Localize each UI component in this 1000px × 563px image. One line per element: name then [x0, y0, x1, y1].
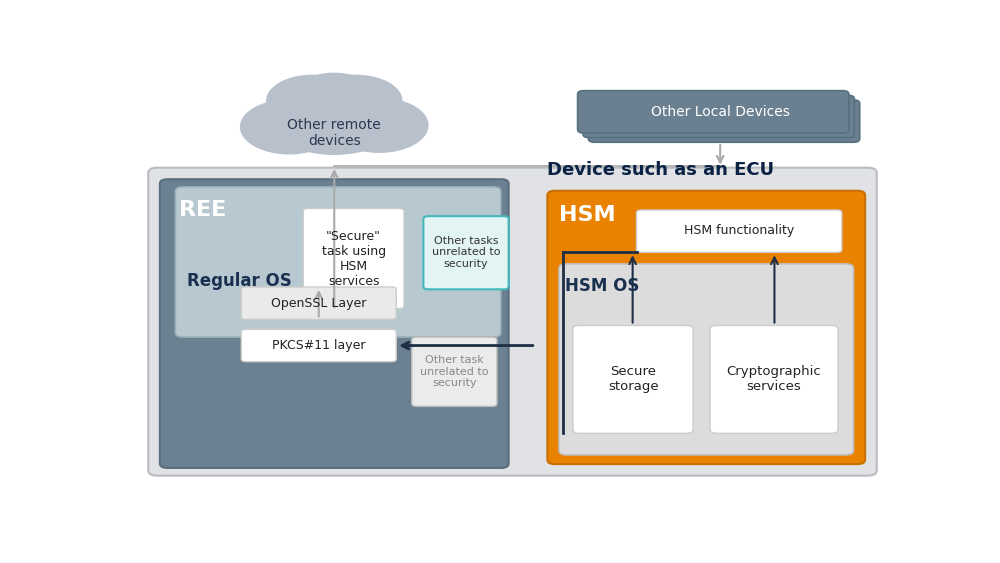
FancyBboxPatch shape: [303, 208, 404, 309]
Text: Other tasks
unrelated to
security: Other tasks unrelated to security: [432, 236, 500, 269]
Text: Cryptographic
services: Cryptographic services: [726, 365, 821, 394]
FancyBboxPatch shape: [559, 264, 854, 455]
FancyBboxPatch shape: [241, 329, 396, 361]
Text: HSM OS: HSM OS: [565, 277, 640, 295]
Text: Other remote
devices: Other remote devices: [287, 118, 381, 148]
Text: Secure
storage: Secure storage: [608, 365, 659, 394]
FancyBboxPatch shape: [710, 325, 838, 434]
FancyBboxPatch shape: [573, 325, 693, 434]
Circle shape: [267, 80, 401, 155]
FancyBboxPatch shape: [588, 100, 860, 142]
Text: HSM functionality: HSM functionality: [684, 224, 794, 237]
FancyBboxPatch shape: [148, 168, 877, 476]
FancyBboxPatch shape: [160, 179, 509, 468]
Circle shape: [266, 75, 359, 127]
FancyBboxPatch shape: [241, 287, 396, 319]
Text: Device such as an ECU: Device such as an ECU: [547, 161, 774, 179]
Text: Regular OS: Regular OS: [187, 271, 292, 289]
Circle shape: [240, 99, 339, 154]
FancyBboxPatch shape: [412, 337, 497, 406]
Text: PKCS#11 layer: PKCS#11 layer: [272, 339, 366, 352]
FancyBboxPatch shape: [547, 191, 865, 464]
FancyBboxPatch shape: [423, 216, 509, 289]
FancyBboxPatch shape: [578, 91, 849, 133]
Text: REE: REE: [179, 200, 226, 220]
FancyBboxPatch shape: [583, 95, 854, 137]
FancyBboxPatch shape: [175, 187, 501, 337]
Text: Other Local Devices: Other Local Devices: [651, 105, 790, 119]
FancyBboxPatch shape: [637, 210, 842, 252]
Text: "Secure"
task using
HSM
services: "Secure" task using HSM services: [322, 230, 386, 288]
Circle shape: [330, 97, 429, 153]
Text: HSM: HSM: [559, 204, 616, 225]
Circle shape: [309, 75, 402, 127]
Circle shape: [292, 73, 376, 119]
Text: OpenSSL Layer: OpenSSL Layer: [271, 297, 366, 310]
Text: Other task
unrelated to
security: Other task unrelated to security: [420, 355, 489, 388]
